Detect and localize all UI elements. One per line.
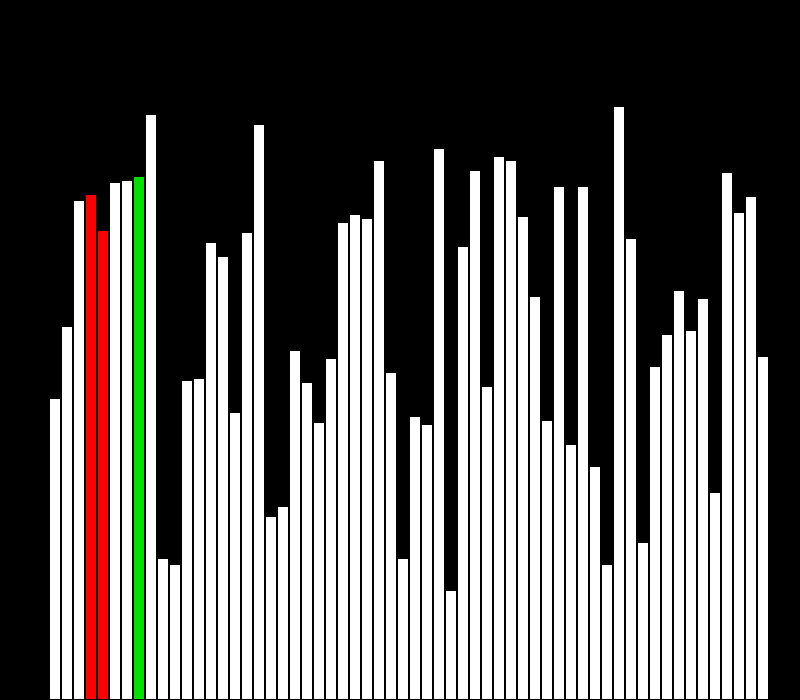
bar-2 xyxy=(72,199,86,700)
bar-45 xyxy=(588,465,602,700)
bar-51 xyxy=(660,333,674,700)
bar-4 xyxy=(96,229,110,700)
bar-43 xyxy=(564,443,578,700)
bar-21 xyxy=(300,381,314,700)
bar-23 xyxy=(324,357,338,700)
bar-26 xyxy=(360,217,374,700)
bar-30 xyxy=(408,415,422,700)
bar-55 xyxy=(708,491,722,700)
bar-35 xyxy=(468,169,482,700)
bar-39 xyxy=(516,215,530,700)
bar-54 xyxy=(696,297,710,700)
bar-53 xyxy=(684,329,698,700)
bar-36 xyxy=(480,385,494,700)
bar-49 xyxy=(636,541,650,700)
bar-56 xyxy=(720,171,734,700)
bar-59 xyxy=(756,355,770,700)
bar-13 xyxy=(204,241,218,700)
bar-12 xyxy=(192,377,206,700)
bar-46 xyxy=(600,563,614,700)
bar-11 xyxy=(180,379,194,700)
bar-44 xyxy=(576,185,590,700)
bar-8 xyxy=(144,113,158,700)
bar-40 xyxy=(528,295,542,700)
bar-3 xyxy=(84,193,98,700)
bar-22 xyxy=(312,421,326,700)
bar-37 xyxy=(492,155,506,700)
bar-42 xyxy=(552,185,566,700)
bar-41 xyxy=(540,419,554,700)
bar-10 xyxy=(168,563,182,700)
bar-group xyxy=(48,105,770,700)
bar-16 xyxy=(240,231,254,700)
bar-18 xyxy=(264,515,278,700)
bar-17 xyxy=(252,123,266,700)
bar-5 xyxy=(108,181,122,700)
bar-32 xyxy=(432,147,446,700)
bar-57 xyxy=(732,211,746,700)
bar-19 xyxy=(276,505,290,700)
bar-9 xyxy=(156,557,170,700)
bar-25 xyxy=(348,213,362,700)
bar-52 xyxy=(672,289,686,700)
bar-28 xyxy=(384,371,398,700)
bar-24 xyxy=(336,221,350,700)
bar-20 xyxy=(288,349,302,700)
bar-48 xyxy=(624,237,638,700)
bar-58 xyxy=(744,195,758,700)
bar-34 xyxy=(456,245,470,700)
bar-1 xyxy=(60,325,74,700)
bar-29 xyxy=(396,557,410,700)
bar-50 xyxy=(648,365,662,700)
bar-27 xyxy=(372,159,386,700)
bar-7 xyxy=(132,175,146,700)
bar-31 xyxy=(420,423,434,700)
bar-38 xyxy=(504,159,518,700)
bar-15 xyxy=(228,411,242,700)
bar-6 xyxy=(120,179,134,700)
bar-33 xyxy=(444,589,458,700)
bar-47 xyxy=(612,105,626,700)
bar-14 xyxy=(216,255,230,700)
bar-0 xyxy=(48,397,62,700)
